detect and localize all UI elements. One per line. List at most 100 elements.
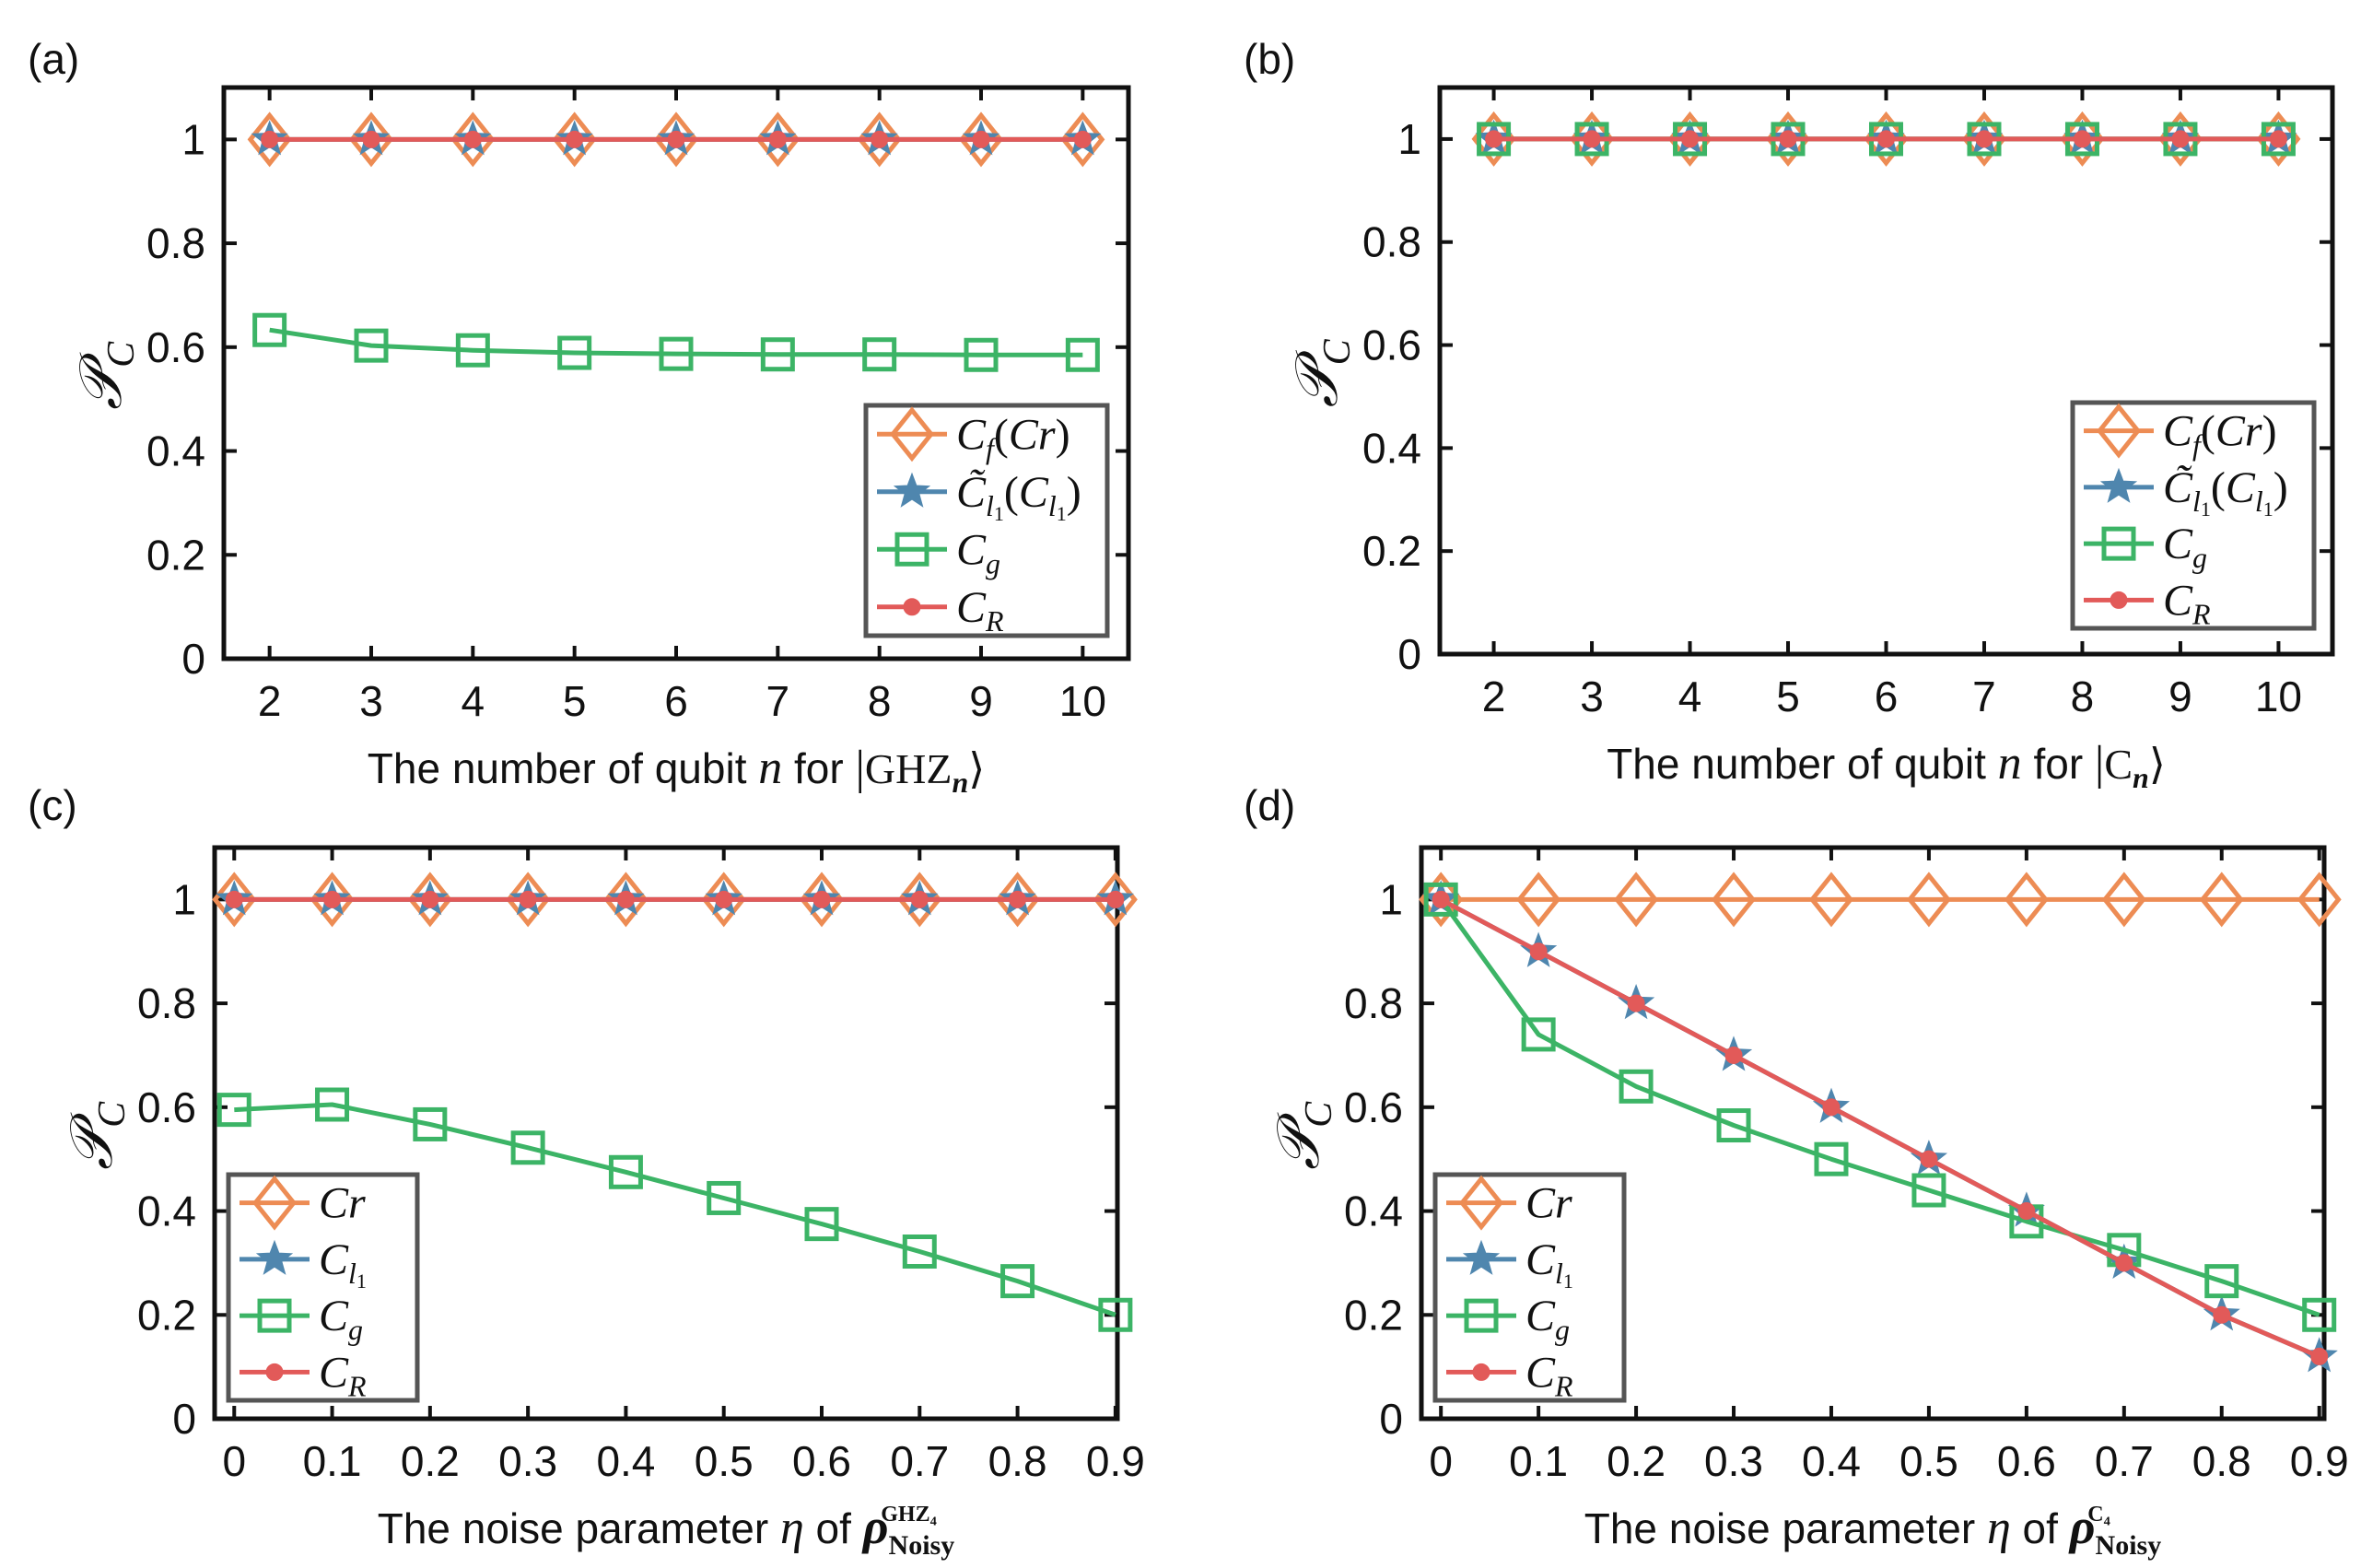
legend-marker <box>2101 526 2136 561</box>
legend-marker <box>257 1298 292 1333</box>
x-tick-label: 0.4 <box>1802 1437 1861 1485</box>
data-point-CR <box>616 890 635 908</box>
legend-entry: C̃l1(Cl1) <box>877 468 1081 525</box>
data-point-Cg <box>1423 882 1458 917</box>
data-point-Cr <box>450 111 496 168</box>
data-point-CR <box>1975 130 1993 148</box>
data-point-Cg <box>1521 1017 1556 1052</box>
data-point-CR <box>715 890 733 908</box>
legend-marker <box>2110 591 2128 609</box>
x-tick-label: 0.8 <box>2192 1437 2251 1485</box>
data-point-Cr <box>407 872 452 928</box>
legend-marker <box>889 406 935 462</box>
legend-label: CR <box>956 583 1004 638</box>
data-point-CR <box>2017 1202 2036 1221</box>
x-tick-label: 6 <box>664 677 688 725</box>
data-point-CR <box>1106 890 1125 908</box>
x-tick-label: 0.2 <box>1607 1437 1666 1485</box>
data-point-Cg <box>315 1087 350 1122</box>
data-point-Cg <box>2204 1264 2239 1299</box>
data-point-CR <box>1920 1150 1938 1168</box>
data-point-Cr <box>857 111 902 168</box>
data-point-CR <box>2310 1347 2329 1365</box>
y-axis-label: 𝒫C <box>58 1101 134 1170</box>
panel-a: (a) 0 0.2 0.4 0.6 0.8 1 2 3 4 5 6 7 8 9 10 𝒫C The number … <box>28 35 1131 799</box>
legend-entry: Cg <box>877 525 1000 579</box>
x-axis-label: The number of qubit n for |Cn⟩ <box>1607 737 2166 794</box>
series-line-Cg <box>269 327 1083 357</box>
axes-frame <box>212 845 1120 1422</box>
x-tick-label: 9 <box>2168 673 2192 720</box>
legend-marker <box>894 532 929 567</box>
x-tick-label: 7 <box>766 677 790 725</box>
y-tick-label: 0.8 <box>137 979 196 1027</box>
y-tick-label: 1 <box>172 875 196 923</box>
data-point-Cg <box>413 1106 448 1141</box>
x-tick-label: 0.5 <box>1899 1437 1958 1485</box>
data-point-Cg <box>707 1180 742 1215</box>
x-tick-label: 10 <box>1059 677 1106 725</box>
y-axis-label: 𝒫C <box>1265 1101 1340 1170</box>
legend-label: Cl1 <box>1525 1235 1573 1293</box>
data-point-CR <box>566 130 584 148</box>
data-point-Cr <box>247 111 292 168</box>
data-point-Cg <box>1065 337 1100 372</box>
x-tick-label: 5 <box>1776 673 1800 720</box>
legend-label: Cf(Cr) <box>956 410 1070 464</box>
data-point-CR <box>323 890 342 908</box>
legend-label: Cg <box>2163 520 2207 574</box>
data-point-Cg <box>902 1235 937 1270</box>
data-point-CR <box>1681 130 1700 148</box>
data-point-Cr <box>653 111 699 168</box>
data-point-CR <box>1583 130 1601 148</box>
data-point-Cr <box>2101 872 2146 928</box>
y-tick-label: 0.6 <box>1344 1083 1403 1131</box>
y-tick-label: 0.4 <box>1362 424 1421 472</box>
x-tick-label: 0.7 <box>890 1437 949 1485</box>
data-point-Cr <box>959 111 1004 168</box>
legend-entry: Cg <box>1446 1292 1570 1346</box>
data-point-CR <box>261 130 279 148</box>
data-point-Cg <box>354 328 389 363</box>
x-tick-label: 8 <box>868 677 892 725</box>
legend-entry: C̃l1(Cl1) <box>2084 463 2288 521</box>
x-tick-label: 0.9 <box>2290 1437 2349 1485</box>
series-CR <box>261 130 1092 148</box>
y-tick-label: 1 <box>1379 875 1403 923</box>
data-point-Cr <box>2297 872 2342 928</box>
data-point-Cr <box>506 872 551 928</box>
x-tick-label: 5 <box>563 677 587 725</box>
panel-d: (d) 0 0.2 0.4 0.6 0.8 1 0 0.1 0.2 0.3 0.4 0.5 0.6 0.7 0… <box>1244 781 2349 1561</box>
series-line-Cg <box>1439 897 2320 1317</box>
legend-label: Cg <box>319 1292 363 1346</box>
legend-box <box>2070 400 2317 631</box>
series-CR <box>1432 890 2329 1365</box>
legend-entry: Cr <box>1446 1175 1572 1231</box>
x-tick-label: 0.8 <box>988 1437 1047 1485</box>
data-point-Cr <box>1516 872 1561 928</box>
legend-marker <box>2099 467 2138 503</box>
data-point-Cr <box>1614 872 1659 928</box>
y-tick-label: 0 <box>181 635 205 683</box>
data-point-Cr <box>603 872 649 928</box>
data-point-Cr <box>1808 872 1853 928</box>
data-point-Cg <box>964 337 999 372</box>
data-point-Cr <box>755 111 801 168</box>
data-point-Cr <box>1712 872 1757 928</box>
data-point-Cg <box>2302 1297 2337 1332</box>
legend-marker <box>251 1175 298 1231</box>
legend-marker <box>1472 1363 1490 1381</box>
x-tick-label: 0.3 <box>498 1437 557 1485</box>
series-Cg <box>1423 882 2337 1332</box>
data-point-Cr <box>212 872 257 928</box>
data-point-Cg <box>659 336 694 371</box>
x-tick-label: 4 <box>462 677 485 725</box>
x-tick-label: 0.1 <box>303 1437 362 1485</box>
data-point-CR <box>2073 130 2091 148</box>
legend-entry: CR <box>240 1348 367 1402</box>
legend-entry: CR <box>877 583 1004 638</box>
y-tick-label: 0.4 <box>137 1188 196 1235</box>
legend-entry: Cg <box>2084 520 2207 574</box>
legend-marker <box>1464 1298 1499 1333</box>
